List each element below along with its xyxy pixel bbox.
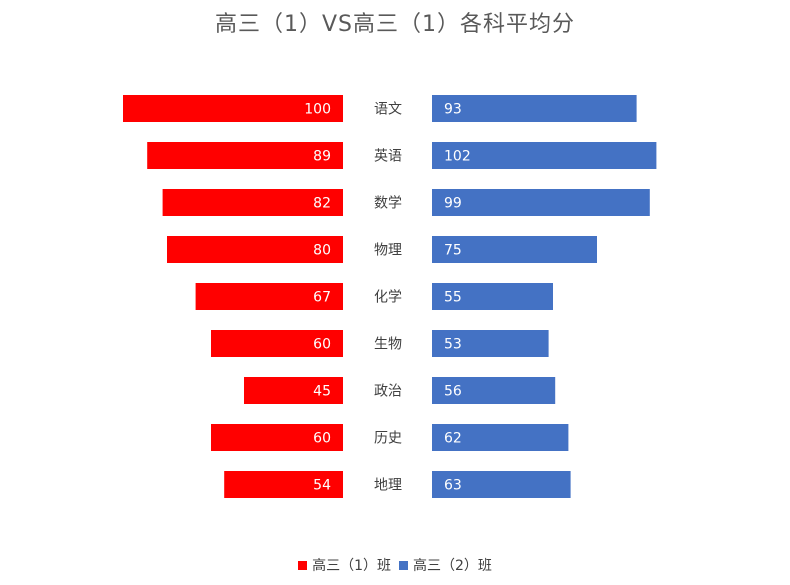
data-label-right-0: 93 [444, 102, 462, 118]
data-label-left-6: 45 [313, 384, 331, 400]
data-label-right-8: 63 [444, 478, 462, 494]
data-label-left-2: 82 [313, 196, 331, 212]
category-label-8: 地理 [374, 478, 402, 494]
chart-title: 高三（1）VS高三（1）各科平均分 [214, 12, 575, 37]
data-label-right-1: 102 [444, 149, 471, 165]
legend-label-series-1: 高三（1）班 [312, 558, 391, 574]
category-label-5: 生物 [374, 337, 402, 353]
bar-left-4 [195, 283, 343, 310]
bar-left-5 [211, 330, 343, 357]
legend-label-series-2: 高三（2）班 [413, 558, 492, 574]
data-label-right-3: 75 [444, 243, 462, 259]
bar-left-6 [244, 377, 343, 404]
legend-swatch-series-1 [298, 560, 308, 570]
category-label-0: 语文 [374, 102, 402, 118]
bar-right-8 [432, 471, 571, 498]
data-label-left-7: 60 [313, 431, 331, 447]
bar-right-4 [432, 283, 553, 310]
data-label-right-6: 56 [444, 384, 462, 400]
bar-right-6 [432, 377, 556, 404]
bar-right-3 [432, 236, 597, 263]
legend: 高三（1）班 高三（2）班 [0, 555, 790, 575]
category-label-4: 化学 [374, 290, 402, 306]
data-label-left-4: 67 [313, 290, 331, 306]
data-label-right-7: 62 [444, 431, 462, 447]
legend-swatch-series-2 [399, 560, 408, 570]
data-label-left-0: 100 [304, 102, 331, 118]
bar-left-0 [123, 95, 343, 122]
category-label-3: 物理 [374, 243, 402, 259]
bar-left-3 [167, 236, 343, 263]
category-label-1: 英语 [374, 148, 402, 165]
bar-right-0 [432, 95, 637, 122]
category-label-2: 数学 [374, 196, 402, 212]
data-label-left-1: 89 [313, 149, 331, 165]
data-label-right-2: 99 [444, 196, 462, 212]
data-label-left-8: 54 [313, 478, 331, 494]
bar-left-1 [147, 142, 343, 169]
bar-right-7 [432, 424, 569, 451]
bar-right-1 [432, 142, 657, 169]
bar-left-8 [224, 471, 343, 498]
category-label-6: 政治 [374, 384, 402, 400]
data-label-right-4: 55 [444, 290, 462, 306]
data-label-left-5: 60 [313, 337, 331, 353]
bar-right-2 [432, 189, 650, 216]
data-label-left-3: 80 [313, 243, 331, 259]
bar-left-7 [211, 424, 343, 451]
bar-right-5 [432, 330, 549, 357]
legend-item-series-2: 高三（2）班 [399, 555, 492, 575]
category-label-7: 历史 [374, 431, 402, 447]
legend-item-series-1: 高三（1）班 [298, 555, 391, 575]
data-label-right-5: 53 [444, 337, 462, 353]
bar-left-2 [162, 189, 343, 216]
